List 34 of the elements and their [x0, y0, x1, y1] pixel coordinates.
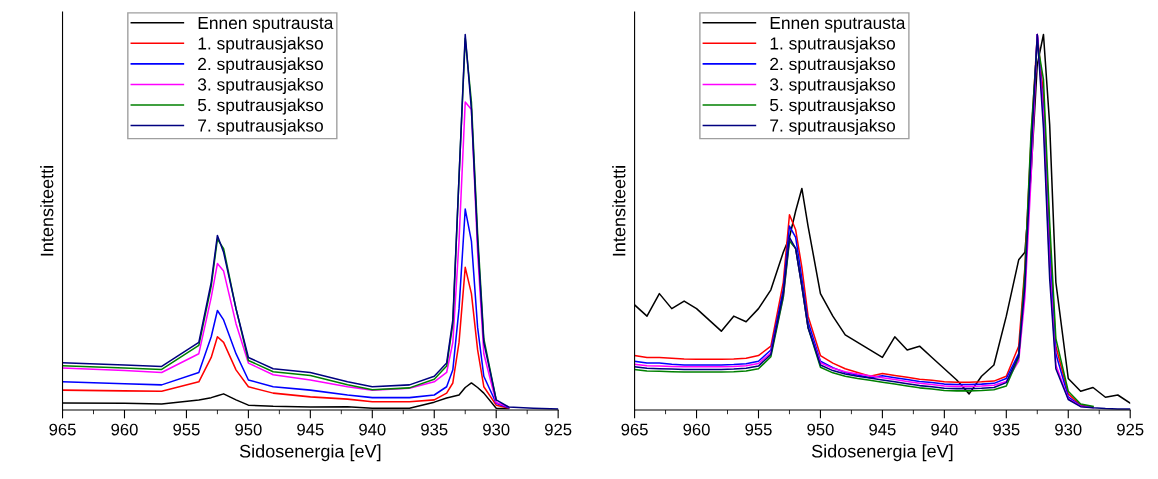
legend-label: 5. sputrausjakso — [770, 98, 896, 115]
legend-label: 7. sputrausjakso — [770, 118, 896, 136]
legend-label: 2. sputrausjakso — [198, 57, 323, 74]
x-tick-label: 960 — [111, 423, 138, 436]
x-tick-label: 950 — [807, 423, 834, 436]
x-tick-label: 955 — [745, 423, 772, 436]
legend-label: 5. sputrausjakso — [197, 98, 323, 115]
x-tick-label: 955 — [173, 423, 200, 436]
x-tick-label: 925 — [545, 423, 572, 436]
x-tick-label: 965 — [621, 423, 648, 436]
x-tick-label: 930 — [483, 423, 510, 436]
legend-label: 3. sputrausjakso — [197, 77, 323, 95]
x-tick-label: 940 — [359, 423, 386, 436]
y-axis-title: Intensiteetti — [40, 166, 54, 256]
x-axis-title: Sidosenergia [eV] — [239, 444, 381, 462]
legend-label: 2. sputrausjakso — [770, 57, 896, 74]
x-tick-label: 945 — [869, 423, 896, 436]
legend-label: 1. sputrausjakso — [770, 36, 896, 54]
legend-label: Ennen sputrausta — [770, 16, 906, 33]
x-tick-label: 960 — [683, 423, 710, 436]
x-tick-label: 935 — [993, 423, 1020, 436]
x-tick-label: 945 — [297, 423, 324, 436]
x-tick-label: 930 — [1055, 423, 1082, 436]
x-tick-label: 925 — [1117, 423, 1144, 436]
legend-label: 1. sputrausjakso — [198, 36, 323, 54]
legend-label: 7. sputrausjakso — [198, 118, 323, 136]
x-axis-title: Sidosenergia [eV] — [811, 444, 953, 462]
x-tick-label: 935 — [421, 423, 448, 436]
x-tick-label: 950 — [235, 423, 262, 436]
x-tick-label: 940 — [931, 423, 958, 436]
x-tick-label: 965 — [49, 423, 76, 436]
legend-label: 3. sputrausjakso — [769, 77, 896, 95]
y-axis-title: Intensiteetti — [612, 166, 626, 256]
legend-label: Ennen sputrausta — [198, 16, 334, 33]
